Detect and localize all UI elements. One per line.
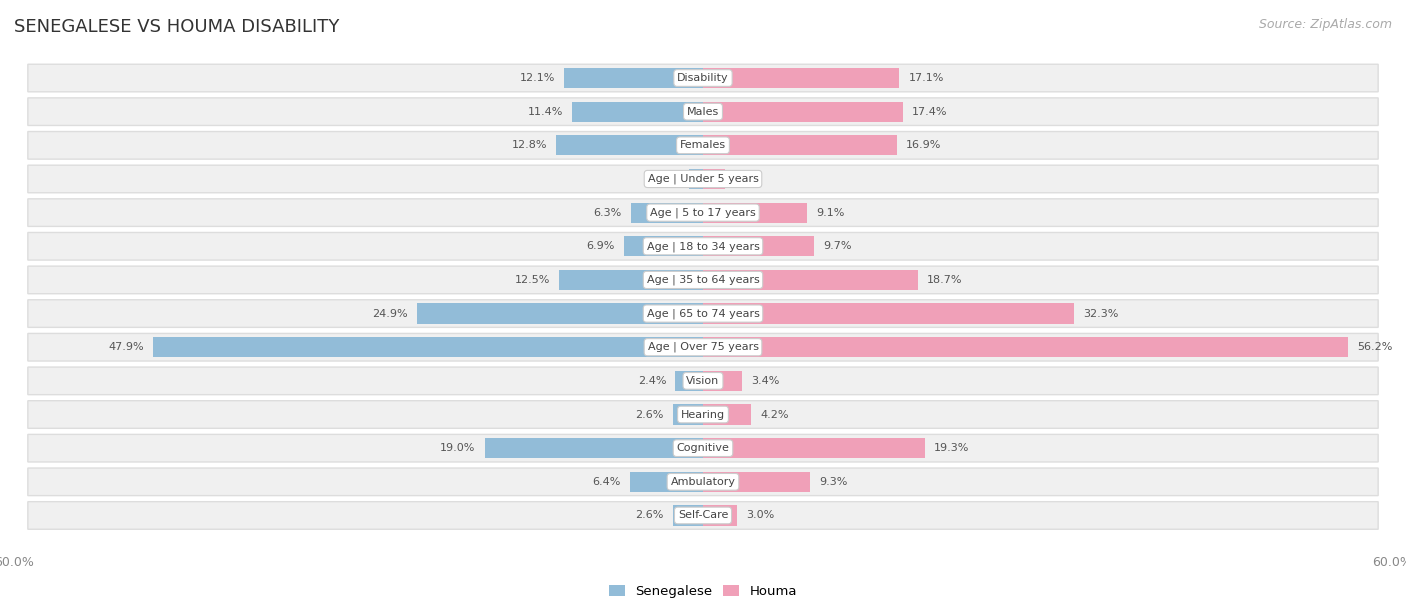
Bar — [630, 472, 703, 492]
Text: 56.2%: 56.2% — [1358, 342, 1393, 353]
FancyBboxPatch shape — [28, 233, 1378, 260]
Text: 9.7%: 9.7% — [824, 241, 852, 252]
Text: 6.3%: 6.3% — [593, 207, 621, 218]
Bar — [418, 304, 703, 324]
Bar — [703, 68, 900, 88]
Bar — [572, 102, 703, 122]
Text: 17.4%: 17.4% — [912, 106, 948, 117]
Text: 3.4%: 3.4% — [751, 376, 779, 386]
Bar — [703, 438, 925, 458]
Text: 12.5%: 12.5% — [515, 275, 550, 285]
Bar — [703, 304, 1074, 324]
Text: Cognitive: Cognitive — [676, 443, 730, 453]
FancyBboxPatch shape — [28, 468, 1378, 496]
FancyBboxPatch shape — [28, 199, 1378, 226]
Bar — [703, 169, 725, 189]
Bar — [703, 472, 810, 492]
Text: 6.4%: 6.4% — [592, 477, 620, 487]
FancyBboxPatch shape — [28, 502, 1378, 529]
FancyBboxPatch shape — [28, 367, 1378, 395]
Text: Vision: Vision — [686, 376, 720, 386]
Text: Age | Under 5 years: Age | Under 5 years — [648, 174, 758, 184]
Bar — [703, 506, 738, 526]
Text: 9.1%: 9.1% — [817, 207, 845, 218]
Text: 2.6%: 2.6% — [636, 409, 664, 419]
Text: SENEGALESE VS HOUMA DISABILITY: SENEGALESE VS HOUMA DISABILITY — [14, 18, 339, 36]
FancyBboxPatch shape — [28, 334, 1378, 361]
Bar — [675, 371, 703, 391]
Bar — [703, 371, 742, 391]
Text: Females: Females — [681, 140, 725, 151]
Text: 17.1%: 17.1% — [908, 73, 943, 83]
Bar — [624, 236, 703, 256]
Bar — [689, 169, 703, 189]
Text: 32.3%: 32.3% — [1083, 308, 1118, 319]
Text: Ambulatory: Ambulatory — [671, 477, 735, 487]
Bar — [703, 337, 1348, 357]
Text: Self-Care: Self-Care — [678, 510, 728, 520]
Bar — [703, 405, 751, 425]
Text: Age | 18 to 34 years: Age | 18 to 34 years — [647, 241, 759, 252]
FancyBboxPatch shape — [28, 300, 1378, 327]
FancyBboxPatch shape — [28, 132, 1378, 159]
Text: 16.9%: 16.9% — [907, 140, 942, 151]
Text: Hearing: Hearing — [681, 409, 725, 419]
Text: 19.0%: 19.0% — [440, 443, 475, 453]
Text: 1.9%: 1.9% — [734, 174, 762, 184]
Text: 6.9%: 6.9% — [586, 241, 614, 252]
FancyBboxPatch shape — [28, 401, 1378, 428]
Bar — [673, 506, 703, 526]
Text: 19.3%: 19.3% — [934, 443, 969, 453]
Bar — [555, 135, 703, 155]
Bar — [703, 135, 897, 155]
Text: Age | Over 75 years: Age | Over 75 years — [648, 342, 758, 353]
Bar — [673, 405, 703, 425]
Bar — [564, 68, 703, 88]
Text: Age | 65 to 74 years: Age | 65 to 74 years — [647, 308, 759, 319]
FancyBboxPatch shape — [28, 435, 1378, 462]
Bar — [703, 102, 903, 122]
Text: Age | 35 to 64 years: Age | 35 to 64 years — [647, 275, 759, 285]
Text: 1.2%: 1.2% — [651, 174, 681, 184]
Text: 2.4%: 2.4% — [638, 376, 666, 386]
Text: Age | 5 to 17 years: Age | 5 to 17 years — [650, 207, 756, 218]
Text: 2.6%: 2.6% — [636, 510, 664, 520]
Text: Males: Males — [688, 106, 718, 117]
Text: 24.9%: 24.9% — [373, 308, 408, 319]
Bar — [703, 203, 807, 223]
Text: 3.0%: 3.0% — [747, 510, 775, 520]
Text: 11.4%: 11.4% — [527, 106, 562, 117]
Bar — [560, 270, 703, 290]
FancyBboxPatch shape — [28, 165, 1378, 193]
FancyBboxPatch shape — [28, 98, 1378, 125]
FancyBboxPatch shape — [28, 64, 1378, 92]
Bar — [703, 236, 814, 256]
Legend: Senegalese, Houma: Senegalese, Houma — [603, 580, 803, 603]
Bar — [703, 270, 918, 290]
Bar — [153, 337, 703, 357]
Text: 18.7%: 18.7% — [927, 275, 962, 285]
Bar — [485, 438, 703, 458]
Text: Disability: Disability — [678, 73, 728, 83]
FancyBboxPatch shape — [28, 266, 1378, 294]
Text: 12.1%: 12.1% — [519, 73, 555, 83]
Text: 4.2%: 4.2% — [761, 409, 789, 419]
Bar — [631, 203, 703, 223]
Text: 9.3%: 9.3% — [818, 477, 848, 487]
Text: Source: ZipAtlas.com: Source: ZipAtlas.com — [1258, 18, 1392, 31]
Text: 47.9%: 47.9% — [108, 342, 143, 353]
Text: 12.8%: 12.8% — [512, 140, 547, 151]
